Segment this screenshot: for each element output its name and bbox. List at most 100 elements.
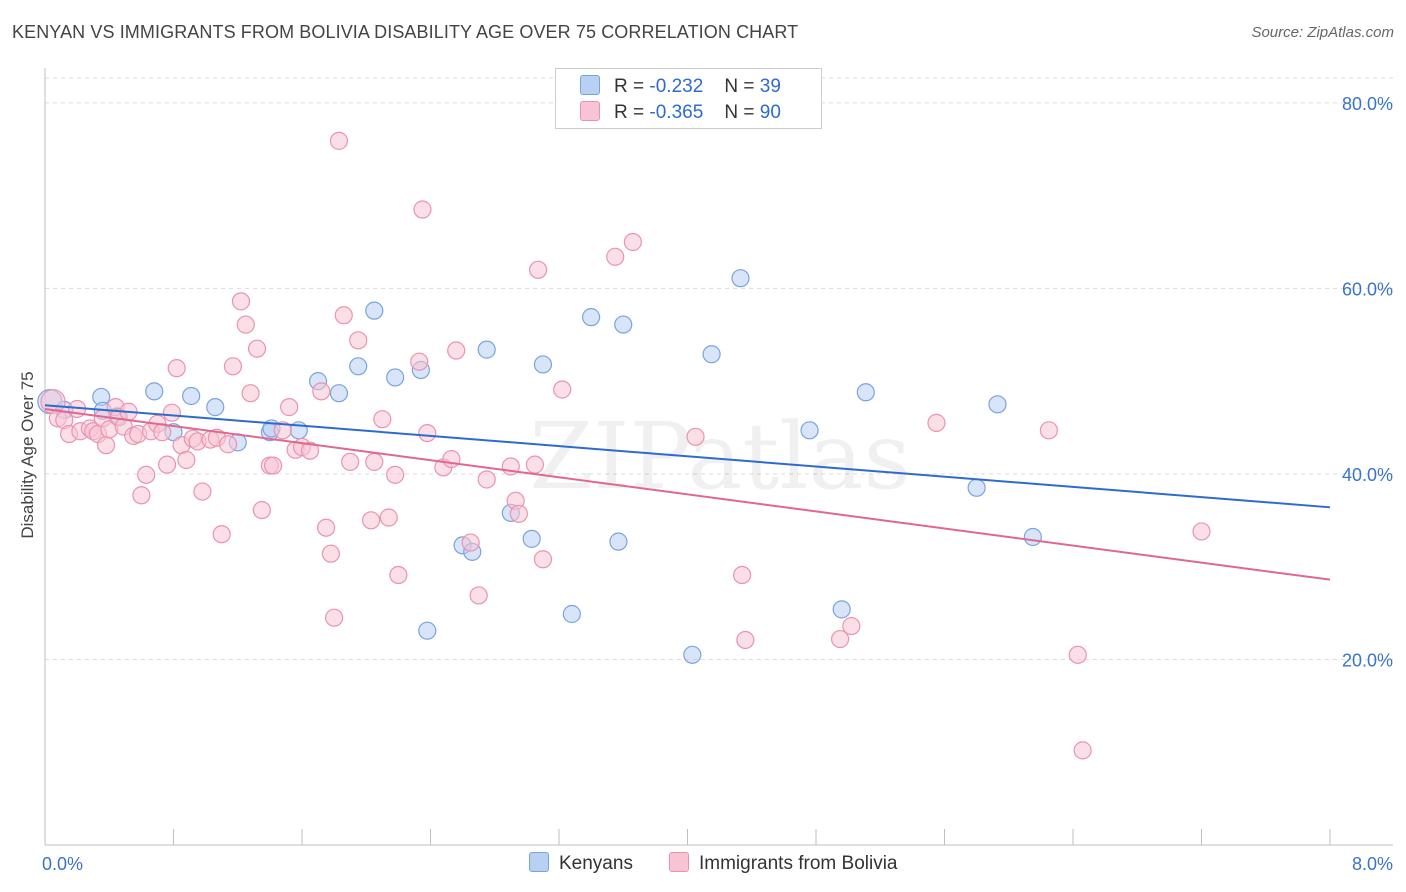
bolivia-point	[329, 131, 349, 150]
bolivia-point	[300, 441, 320, 460]
bolivia-point	[241, 384, 260, 403]
legend-label-kenyans: Kenyans	[559, 853, 633, 874]
kenyans-point	[522, 529, 541, 548]
kenyans-point	[418, 621, 437, 640]
bolivia-point	[379, 508, 398, 527]
bolivia-point	[167, 359, 186, 378]
kenyans-point	[349, 357, 368, 376]
legend-r-value: -0.365	[649, 102, 704, 123]
y-tick-label: 60.0%	[1342, 279, 1393, 299]
legend-r-label: R =	[614, 102, 645, 123]
kenyans-point	[731, 269, 750, 288]
bolivia-point	[334, 306, 353, 325]
legend-r-value: -0.232	[649, 76, 704, 97]
bolivia-point	[442, 449, 461, 469]
bolivia-point	[529, 260, 548, 279]
kenyans-point	[800, 421, 819, 440]
kenyans-point	[145, 382, 164, 401]
x-tick-label-min: 0.0%	[42, 854, 83, 874]
bolivia-point	[1068, 645, 1087, 664]
y-axis-label: Disability Age Over 75	[18, 371, 37, 538]
y-tick-label: 20.0%	[1342, 650, 1393, 670]
bolivia-point	[280, 398, 299, 417]
watermark: ZIPatlas	[529, 403, 910, 510]
bolivia-point	[1039, 421, 1059, 440]
bolivia-point	[157, 455, 177, 474]
bolivia-point	[316, 518, 336, 537]
bolivia-point	[927, 413, 946, 432]
bolivia-point	[349, 331, 368, 350]
bolivia-trend-line	[44, 407, 1331, 581]
x-tick-label-max: 8.0%	[1352, 854, 1393, 874]
legend-n-label: N =	[724, 102, 755, 123]
bolivia-point	[553, 380, 572, 399]
legend-row-bolivia: R = -0.365 N = 90	[580, 101, 781, 127]
bolivia-swatch	[669, 852, 689, 872]
kenyans-point	[609, 532, 628, 551]
bolivia-points	[40, 131, 1211, 760]
kenyans-point	[365, 301, 384, 320]
bolivia-point	[623, 232, 642, 252]
stats-legend: R = -0.232 N = 39 R = -0.365 N = 90	[555, 68, 822, 129]
bottom-legend-kenyans[interactable]: Kenyans	[529, 852, 633, 875]
bolivia-point	[418, 423, 437, 443]
bolivia-point	[477, 470, 496, 489]
bolivia-point	[686, 427, 705, 446]
bolivia-point	[273, 421, 292, 440]
bolivia-point	[373, 410, 392, 429]
bolivia-point	[247, 339, 267, 358]
kenyans-point	[386, 368, 405, 387]
bolivia-point	[252, 500, 271, 520]
y-tick-labels: 20.0% 40.0% 60.0% 80.0%	[1342, 94, 1393, 671]
bolivia-point	[386, 465, 405, 484]
kenyans-point	[683, 645, 702, 664]
bottom-legend-bolivia[interactable]: Immigrants from Bolivia	[669, 852, 898, 875]
bolivia-point	[321, 544, 341, 563]
kenyans-point	[856, 383, 875, 402]
bolivia-point	[132, 486, 151, 505]
bolivia-point	[236, 315, 255, 334]
legend-row-kenyans: R = -0.232 N = 39	[580, 75, 781, 101]
kenyans-swatch	[580, 75, 600, 95]
chart-title: KENYAN VS IMMIGRANTS FROM BOLIVIA DISABI…	[12, 22, 799, 42]
trend-lines	[44, 404, 1331, 581]
kenyans-point	[329, 384, 349, 403]
kenyans-point	[614, 315, 633, 334]
y-tick-label: 40.0%	[1342, 465, 1393, 485]
legend-label-bolivia: Immigrants from Bolivia	[699, 853, 898, 874]
kenyans-point	[702, 345, 721, 364]
kenyans-point	[562, 604, 581, 624]
bolivia-point	[193, 482, 212, 501]
bolivia-point	[469, 586, 488, 605]
kenyans-point	[988, 395, 1007, 414]
bolivia-point	[413, 200, 432, 219]
kenyans-point	[533, 355, 553, 374]
bolivia-point	[361, 511, 381, 530]
bolivia-point	[96, 436, 116, 455]
kenyans-point	[582, 308, 601, 327]
axes-layer	[44, 68, 1393, 846]
bolivia-point	[461, 533, 480, 552]
bolivia-point	[312, 382, 331, 401]
grid-layer	[45, 77, 1393, 660]
kenyans-point	[832, 600, 851, 619]
bolivia-point	[1073, 741, 1092, 760]
bolivia-point	[389, 565, 408, 585]
bolivia-point	[525, 455, 545, 474]
bolivia-point	[263, 456, 283, 475]
legend-n-label: N =	[724, 76, 755, 97]
kenyans-swatch	[529, 852, 549, 872]
legend-n-value: 39	[759, 76, 781, 97]
bolivia-point	[177, 450, 196, 470]
legend-n-value: 90	[759, 102, 781, 123]
bolivia-point	[219, 435, 238, 454]
bolivia-point	[137, 465, 156, 484]
bolivia-point	[736, 630, 755, 650]
legend-r-label: R =	[614, 76, 645, 97]
bolivia-point	[509, 504, 528, 523]
kenyans-point	[182, 386, 201, 406]
chart-source: Source: ZipAtlas.com	[1251, 24, 1394, 41]
kenyans-point	[477, 340, 496, 359]
kenyans-trend-line	[44, 404, 1331, 509]
